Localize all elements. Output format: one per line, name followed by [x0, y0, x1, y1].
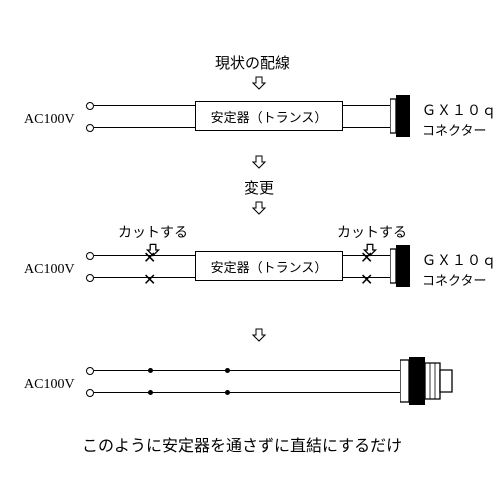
splice-dot	[225, 390, 230, 395]
wire	[94, 392, 400, 393]
cut-x-icon: ✕	[360, 248, 373, 268]
cut-x-icon: ✕	[143, 270, 156, 290]
connector-label-1: コネクター	[422, 120, 486, 139]
ballast-label: 安定器（トランス）	[211, 107, 328, 126]
ballast-box-1: 安定器（トランス）	[195, 101, 343, 131]
terminal-circle	[86, 367, 94, 375]
cut-label-left: カットする	[118, 222, 188, 242]
arrow-icon	[252, 76, 266, 90]
wiring-diagram: 現状の配線 AC100V 安定器（トランス） ＧＸ１０ｑ コネクター 変更 カッ…	[0, 0, 500, 500]
ac-label-2: AC100V	[24, 262, 75, 278]
wire	[94, 370, 400, 371]
gx10q-label-2: ＧＸ１０ｑ	[422, 250, 497, 270]
arrow-icon	[252, 201, 266, 215]
ac-label-3: AC100V	[24, 377, 75, 393]
arrow-icon	[252, 155, 266, 169]
splice-dot	[225, 368, 230, 373]
terminal-circle	[86, 389, 94, 397]
ballast-label: 安定器（トランス）	[211, 257, 328, 276]
ballast-box-2: 安定器（トランス）	[195, 251, 343, 281]
splice-dot	[148, 390, 153, 395]
cut-x-icon: ✕	[143, 248, 156, 268]
arrow-icon	[252, 328, 266, 342]
connector-cap-2	[390, 245, 412, 292]
terminal-circle	[86, 252, 94, 260]
splice-dot	[148, 368, 153, 373]
connector-cap-1	[390, 95, 412, 142]
cut-x-icon: ✕	[360, 270, 373, 290]
connector-label-2: コネクター	[422, 270, 486, 289]
terminal-circle	[86, 124, 94, 132]
cut-label-right: カットする	[337, 222, 407, 242]
ac-label-1: AC100V	[24, 112, 75, 128]
led-connector-3	[400, 357, 456, 410]
terminal-circle	[86, 274, 94, 282]
header-label: 現状の配線	[215, 52, 290, 73]
terminal-circle	[86, 102, 94, 110]
change-label: 変更	[244, 177, 274, 198]
footer-caption: このように安定器を通さずに直結にするだけ	[82, 432, 402, 456]
gx10q-label-1: ＧＸ１０ｑ	[422, 100, 497, 120]
